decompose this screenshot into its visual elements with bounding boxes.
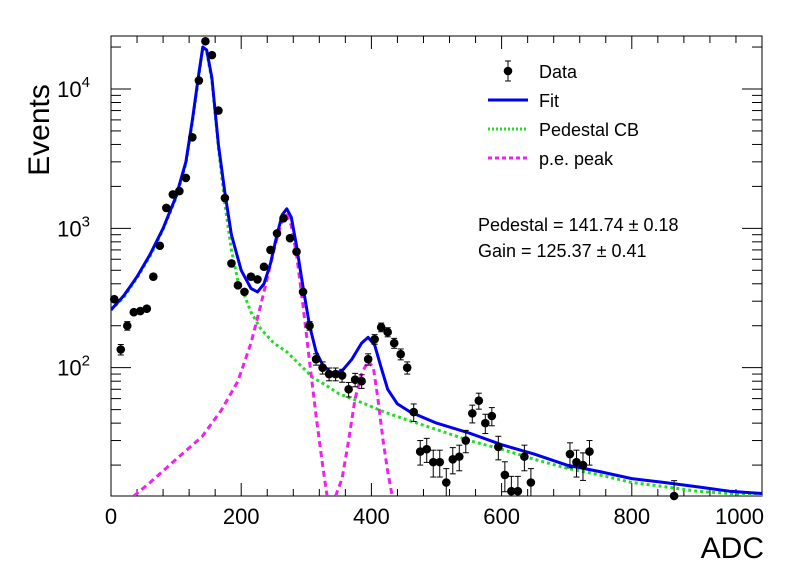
- data-point: [188, 133, 197, 142]
- data-point: [565, 449, 575, 459]
- data-point: [422, 444, 432, 454]
- data-point: [513, 486, 523, 496]
- data-point: [500, 470, 510, 480]
- data-point: [520, 452, 529, 461]
- data-point: [376, 322, 386, 332]
- data-point: [233, 281, 243, 290]
- data-point: [324, 369, 334, 379]
- data-points: [109, 36, 679, 501]
- data-point: [135, 306, 145, 316]
- legend: Data Fit Pedestal CB p.e. peak: [488, 60, 639, 169]
- p-e-peak-2-curve: [334, 359, 394, 496]
- data-point: [240, 287, 249, 297]
- y-tick-label: 103: [57, 213, 90, 241]
- x-tick-label: 200: [223, 504, 260, 529]
- data-point: [448, 455, 458, 464]
- fit-curve: [111, 45, 762, 495]
- data-point: [585, 447, 594, 456]
- data-point: [246, 272, 256, 281]
- data-point: [279, 214, 288, 223]
- data-point: [175, 186, 184, 196]
- data-point: [494, 442, 503, 452]
- data-point: [292, 247, 301, 256]
- data-point: [220, 193, 230, 203]
- data-point: [572, 457, 581, 467]
- data-point: [142, 304, 152, 314]
- data-point: [468, 409, 477, 418]
- fit-curves: [111, 45, 762, 496]
- data-point: [194, 76, 204, 85]
- data-point: [669, 491, 679, 501]
- y-tick-label: 102: [57, 353, 90, 381]
- data-point: [415, 447, 425, 456]
- data-point: [474, 396, 484, 405]
- data-point: [383, 327, 392, 337]
- data-point: [122, 321, 132, 331]
- data-point: [227, 259, 236, 268]
- data-point: [461, 436, 471, 445]
- data-point: [344, 384, 353, 394]
- data-point: [162, 203, 171, 213]
- data-point: [129, 307, 139, 317]
- data-point: [331, 369, 340, 379]
- y-tick-label: 104: [57, 74, 90, 102]
- data-point: [155, 241, 165, 251]
- data-point: [370, 334, 379, 344]
- data-point: [526, 478, 536, 487]
- data-point: [272, 229, 282, 238]
- x-axis: 0 200 400 600 800 1000: [105, 36, 764, 529]
- data-point: [389, 338, 399, 348]
- data-point: [181, 173, 191, 183]
- data-point: [318, 363, 327, 372]
- gain-annotation: Gain = 125.37 ± 0.41: [478, 241, 647, 261]
- data-point: [507, 486, 516, 496]
- data-point: [214, 106, 223, 115]
- data-point: [266, 245, 275, 255]
- data-point: [149, 272, 158, 281]
- data-point: [298, 287, 308, 297]
- data-point: [363, 354, 373, 364]
- data-point: [305, 321, 314, 331]
- data-point: [350, 375, 360, 384]
- data-point: [253, 275, 262, 284]
- legend-marker-data: [503, 66, 513, 76]
- y-axis-title: Events: [23, 84, 56, 176]
- data-point: [396, 349, 405, 359]
- data-point: [454, 452, 464, 461]
- data-point: [168, 190, 178, 199]
- data-point: [402, 363, 412, 372]
- data-point: [578, 460, 588, 470]
- y-axis: 102 103 104: [57, 46, 762, 466]
- data-point: [409, 407, 419, 417]
- data-point: [441, 478, 451, 487]
- legend-label-pedestal-cb: Pedestal CB: [539, 120, 639, 140]
- data-point: [357, 376, 366, 386]
- data-point: [201, 36, 210, 46]
- data-point: [207, 50, 217, 60]
- data-point: [337, 371, 347, 380]
- data-point: [285, 233, 295, 243]
- x-tick-label: 600: [483, 504, 520, 529]
- plot-frame: [110, 35, 763, 497]
- x-axis-title: ADC: [701, 532, 764, 565]
- data-point: [116, 345, 126, 354]
- x-tick-label: 0: [105, 504, 117, 529]
- x-tick-label: 800: [613, 504, 650, 529]
- legend-label-fit: Fit: [539, 91, 559, 111]
- data-point: [481, 418, 490, 428]
- data-point: [259, 262, 269, 272]
- data-point: [109, 294, 119, 304]
- legend-label-p-e-peak: p.e. peak: [539, 149, 614, 169]
- pedestal-annotation: Pedestal = 141.74 ± 0.18: [478, 215, 679, 235]
- data-point: [435, 457, 445, 467]
- data-point: [428, 457, 438, 467]
- legend-label-data: Data: [539, 62, 578, 82]
- data-point: [487, 411, 497, 421]
- data-point: [311, 354, 321, 364]
- x-tick-label: 400: [353, 504, 390, 529]
- x-tick-label: 1000: [715, 504, 764, 529]
